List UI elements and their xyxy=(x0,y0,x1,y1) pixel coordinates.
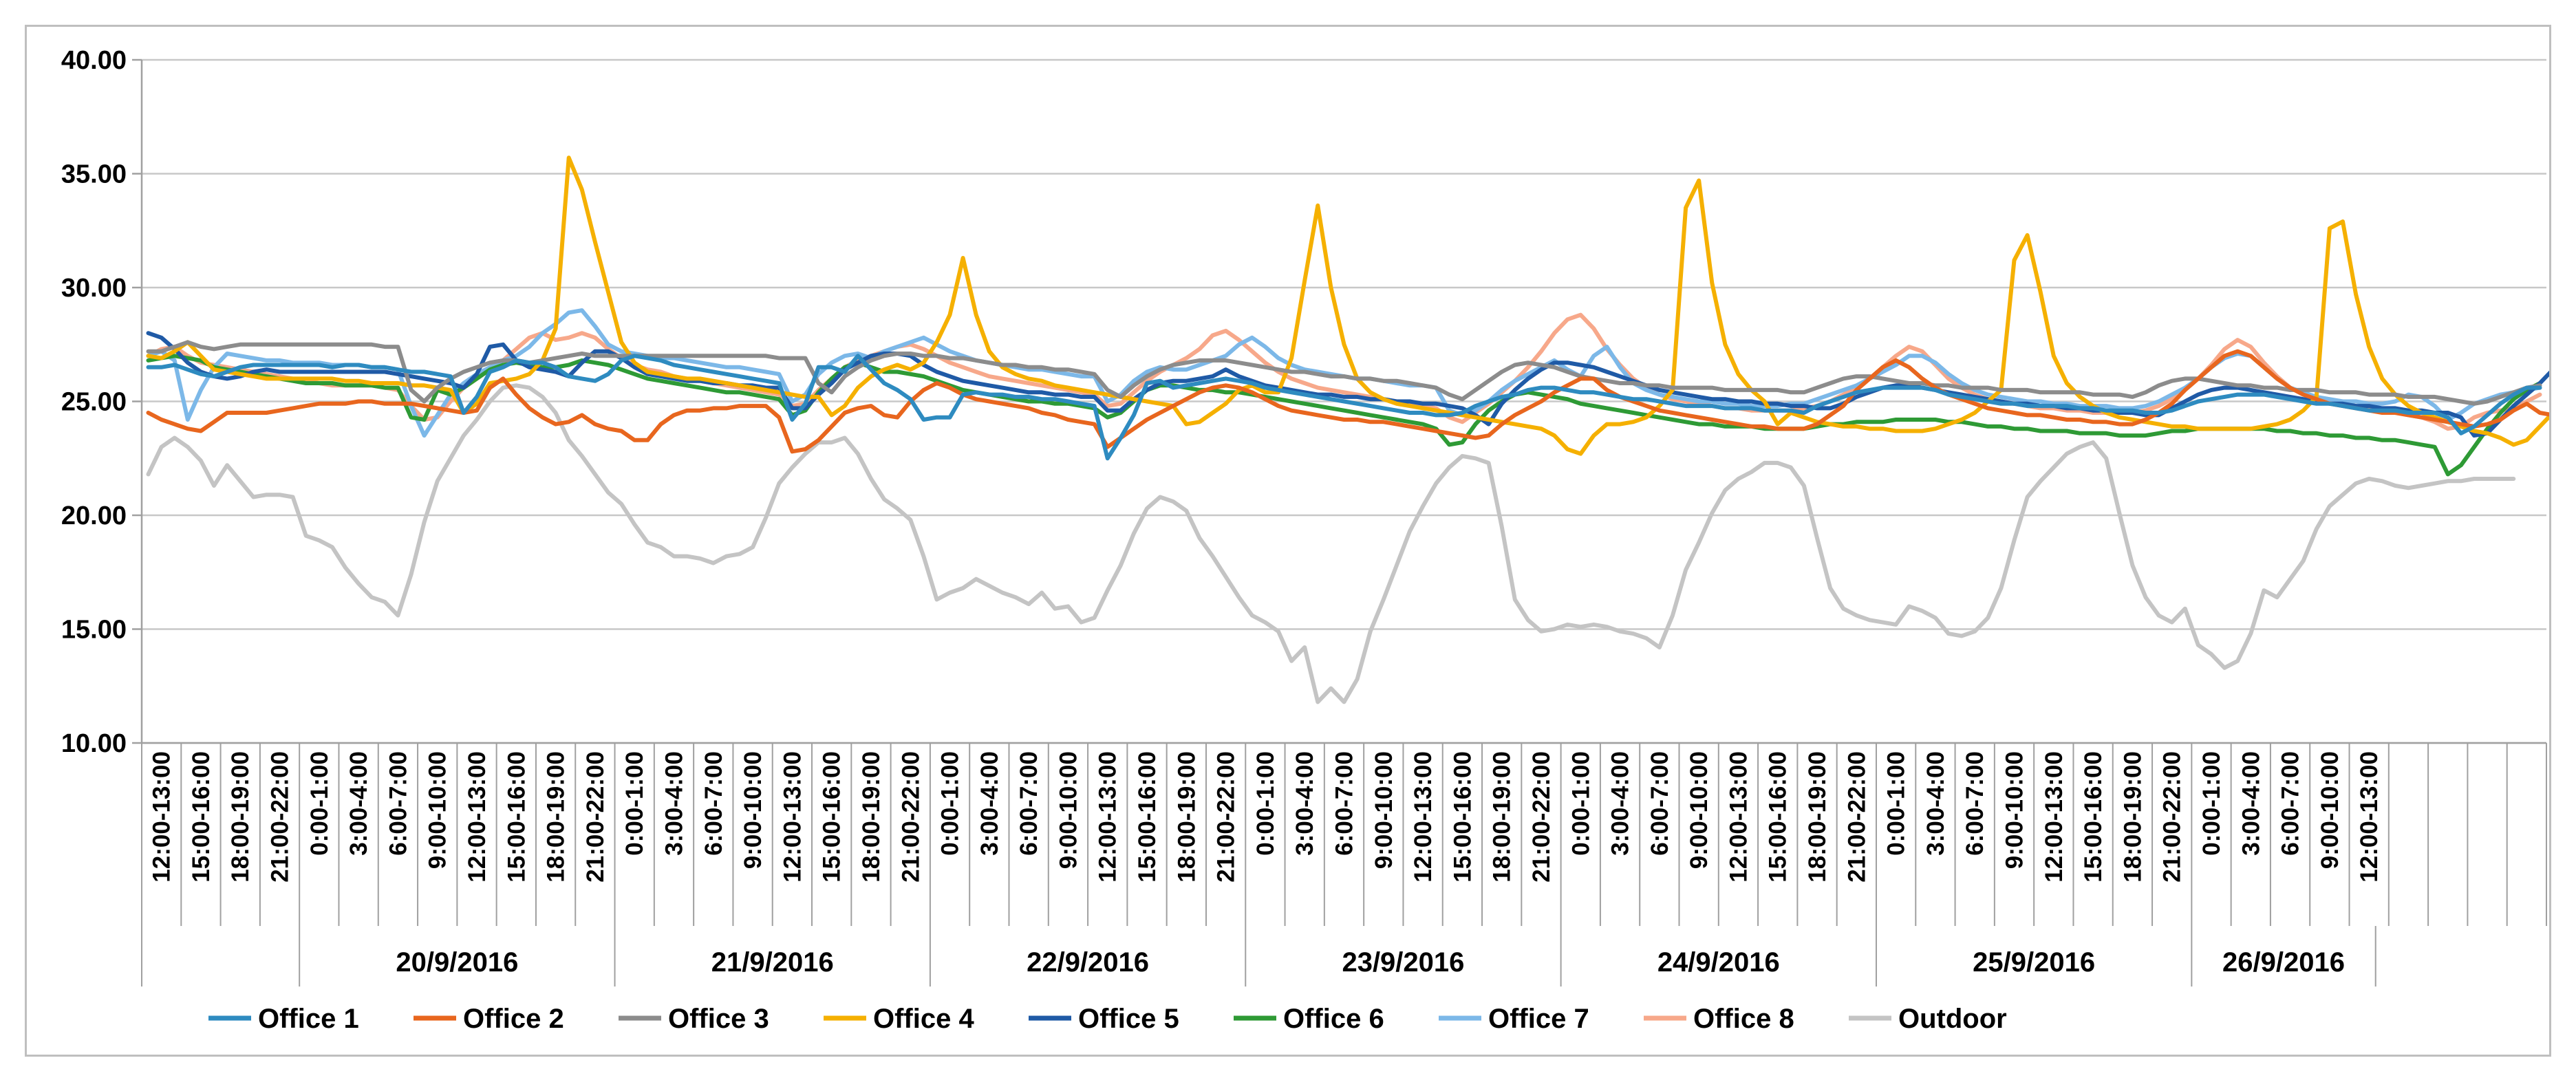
x-tick-label: 15:00-16:00 xyxy=(819,751,846,883)
y-tick-label: 15.00 xyxy=(61,616,127,645)
x-tick-label: 6:00-7:00 xyxy=(1016,751,1042,856)
x-tick-label: 6:00-7:00 xyxy=(700,751,727,856)
x-tick-label: 3:00-4:00 xyxy=(976,751,1003,856)
x-tick-label: 0:00-1:00 xyxy=(621,751,648,856)
y-tick-label: 40.00 xyxy=(61,46,127,75)
x-tick-label: 12:00-13:00 xyxy=(2356,751,2383,883)
y-tick-label: 10.00 xyxy=(61,729,127,758)
date-label: 24/9/2016 xyxy=(1657,947,1780,978)
x-tick-label: 3:00-4:00 xyxy=(661,751,687,856)
x-tick-label: 15:00-16:00 xyxy=(2080,751,2107,883)
x-tick-label: 12:00-13:00 xyxy=(779,751,806,883)
series-line-office-3 xyxy=(146,340,2542,406)
x-tick-label: 12:00-13:00 xyxy=(2041,751,2068,883)
date-label: 25/9/2016 xyxy=(1973,947,2095,978)
x-tick-label: 18:00-19:00 xyxy=(1489,751,1516,883)
date-label: 26/9/2016 xyxy=(2222,947,2345,978)
x-tick-label: 18:00-19:00 xyxy=(1804,751,1831,883)
x-tick-label: 9:00-10:00 xyxy=(1371,751,1397,869)
legend-label: Office 4 xyxy=(873,1004,974,1034)
legend-label: Office 1 xyxy=(258,1004,359,1034)
date-label: 22/9/2016 xyxy=(1027,947,1149,978)
x-tick-label: 9:00-10:00 xyxy=(2317,751,2343,869)
date-label: 20/9/2016 xyxy=(396,947,518,978)
x-tick-label: 15:00-16:00 xyxy=(1765,751,1792,883)
legend: Office 1 Office 2 Office 3 Office 4 Office 5… xyxy=(208,1004,2007,1034)
series-line-office-6 xyxy=(146,354,2542,477)
legend-label: Office 3 xyxy=(668,1004,769,1034)
gridlines xyxy=(142,58,2546,744)
x-tick-label: 6:00-7:00 xyxy=(385,751,411,856)
x-tick-label: 21:00-22:00 xyxy=(267,751,294,883)
x-tick-label: 15:00-16:00 xyxy=(1449,751,1476,883)
x-tick-label: 12:00-13:00 xyxy=(464,751,491,883)
y-axis: 10.00 15.00 20.00 25.00 30.00 35.00 40.00 xyxy=(61,46,143,758)
series-line-office-7 xyxy=(146,308,2542,438)
x-tick-label: 0:00-1:00 xyxy=(2198,751,2225,856)
x-tick-label: 18:00-19:00 xyxy=(858,751,885,883)
x-tick-label: 12:00-13:00 xyxy=(1410,751,1437,883)
x-tick-label: 6:00-7:00 xyxy=(2277,751,2304,856)
x-tick-label: 15:00-16:00 xyxy=(1134,751,1161,883)
date-label: 23/9/2016 xyxy=(1342,947,1464,978)
line-chart: 10.00 15.00 20.00 25.00 30.00 35.00 40.00 12:0… xyxy=(61,46,2549,1034)
x-tick-label: 12:00-13:00 xyxy=(1095,751,1121,883)
x-tick-label: 6:00-7:00 xyxy=(1646,751,1673,856)
series-line-office-4 xyxy=(146,155,2549,456)
x-tick-label: 0:00-1:00 xyxy=(1883,751,1910,856)
x-tick-label: 21:00-22:00 xyxy=(897,751,924,883)
x-tick-label: 0:00-1:00 xyxy=(1567,751,1594,856)
legend-label: Outdoor xyxy=(1898,1004,2007,1034)
x-tick-label: 3:00-4:00 xyxy=(2237,751,2264,856)
x-tick-label: 18:00-19:00 xyxy=(227,751,254,883)
x-tick-label: 18:00-19:00 xyxy=(1173,751,1200,883)
x-tick-label: 9:00-10:00 xyxy=(1686,751,1713,869)
x-tick-label: 15:00-16:00 xyxy=(188,751,215,883)
x-tick-label: 0:00-1:00 xyxy=(1252,751,1279,856)
series-line-office-2 xyxy=(146,349,2549,454)
legend-label: Office 2 xyxy=(463,1004,564,1034)
x-tick-label: 18:00-19:00 xyxy=(543,751,570,883)
x-tick-label: 21:00-22:00 xyxy=(1213,751,1240,883)
series-line-outdoor xyxy=(146,383,2516,704)
x-tick-label: 9:00-10:00 xyxy=(2001,751,2028,869)
x-tick-label: 9:00-10:00 xyxy=(425,751,451,869)
x-tick-label: 12:00-13:00 xyxy=(149,751,175,883)
x-tick-label: 12:00-13:00 xyxy=(1725,751,1752,883)
x-tick-label: 3:00-4:00 xyxy=(1607,751,1634,856)
legend-label: Office 8 xyxy=(1693,1004,1794,1034)
x-tick-label: 18:00-19:00 xyxy=(2119,751,2146,883)
y-tick-label: 25.00 xyxy=(61,388,127,417)
x-tick-label: 21:00-22:00 xyxy=(2159,751,2186,883)
x-tick-label: 21:00-22:00 xyxy=(1528,751,1555,883)
x-tick-label: 6:00-7:00 xyxy=(1331,751,1358,856)
y-tick-label: 20.00 xyxy=(61,502,127,530)
legend-label: Office 5 xyxy=(1078,1004,1179,1034)
x-axis: 12:00-13:00 15:00-16:00 18:00-19:00 21:00-2… xyxy=(141,742,2547,987)
y-tick-label: 35.00 xyxy=(61,160,127,189)
y-tick-label: 30.00 xyxy=(61,274,127,303)
x-tick-label: 6:00-7:00 xyxy=(1962,751,1988,856)
x-tick-label: 0:00-1:00 xyxy=(937,751,964,856)
x-tick-label: 3:00-4:00 xyxy=(345,751,372,856)
legend-label: Office 6 xyxy=(1283,1004,1384,1034)
legend-label: Office 7 xyxy=(1488,1004,1589,1034)
x-tick-label: 3:00-4:00 xyxy=(1922,751,1949,856)
x-tick-label: 21:00-22:00 xyxy=(1843,751,1870,883)
x-tick-label: 3:00-4:00 xyxy=(1291,751,1318,856)
series-lines xyxy=(146,155,2549,704)
x-tick-label: 9:00-10:00 xyxy=(1055,751,1082,869)
date-label: 21/9/2016 xyxy=(711,947,834,978)
x-tick-label: 21:00-22:00 xyxy=(582,751,609,883)
series-line-office-1 xyxy=(146,354,2542,461)
x-tick-label: 0:00-1:00 xyxy=(306,751,333,856)
x-tick-label: 15:00-16:00 xyxy=(503,751,530,883)
chart-frame: 10.00 15.00 20.00 25.00 30.00 35.00 40.00 12:0… xyxy=(25,25,2551,1057)
x-tick-label: 9:00-10:00 xyxy=(740,751,766,869)
